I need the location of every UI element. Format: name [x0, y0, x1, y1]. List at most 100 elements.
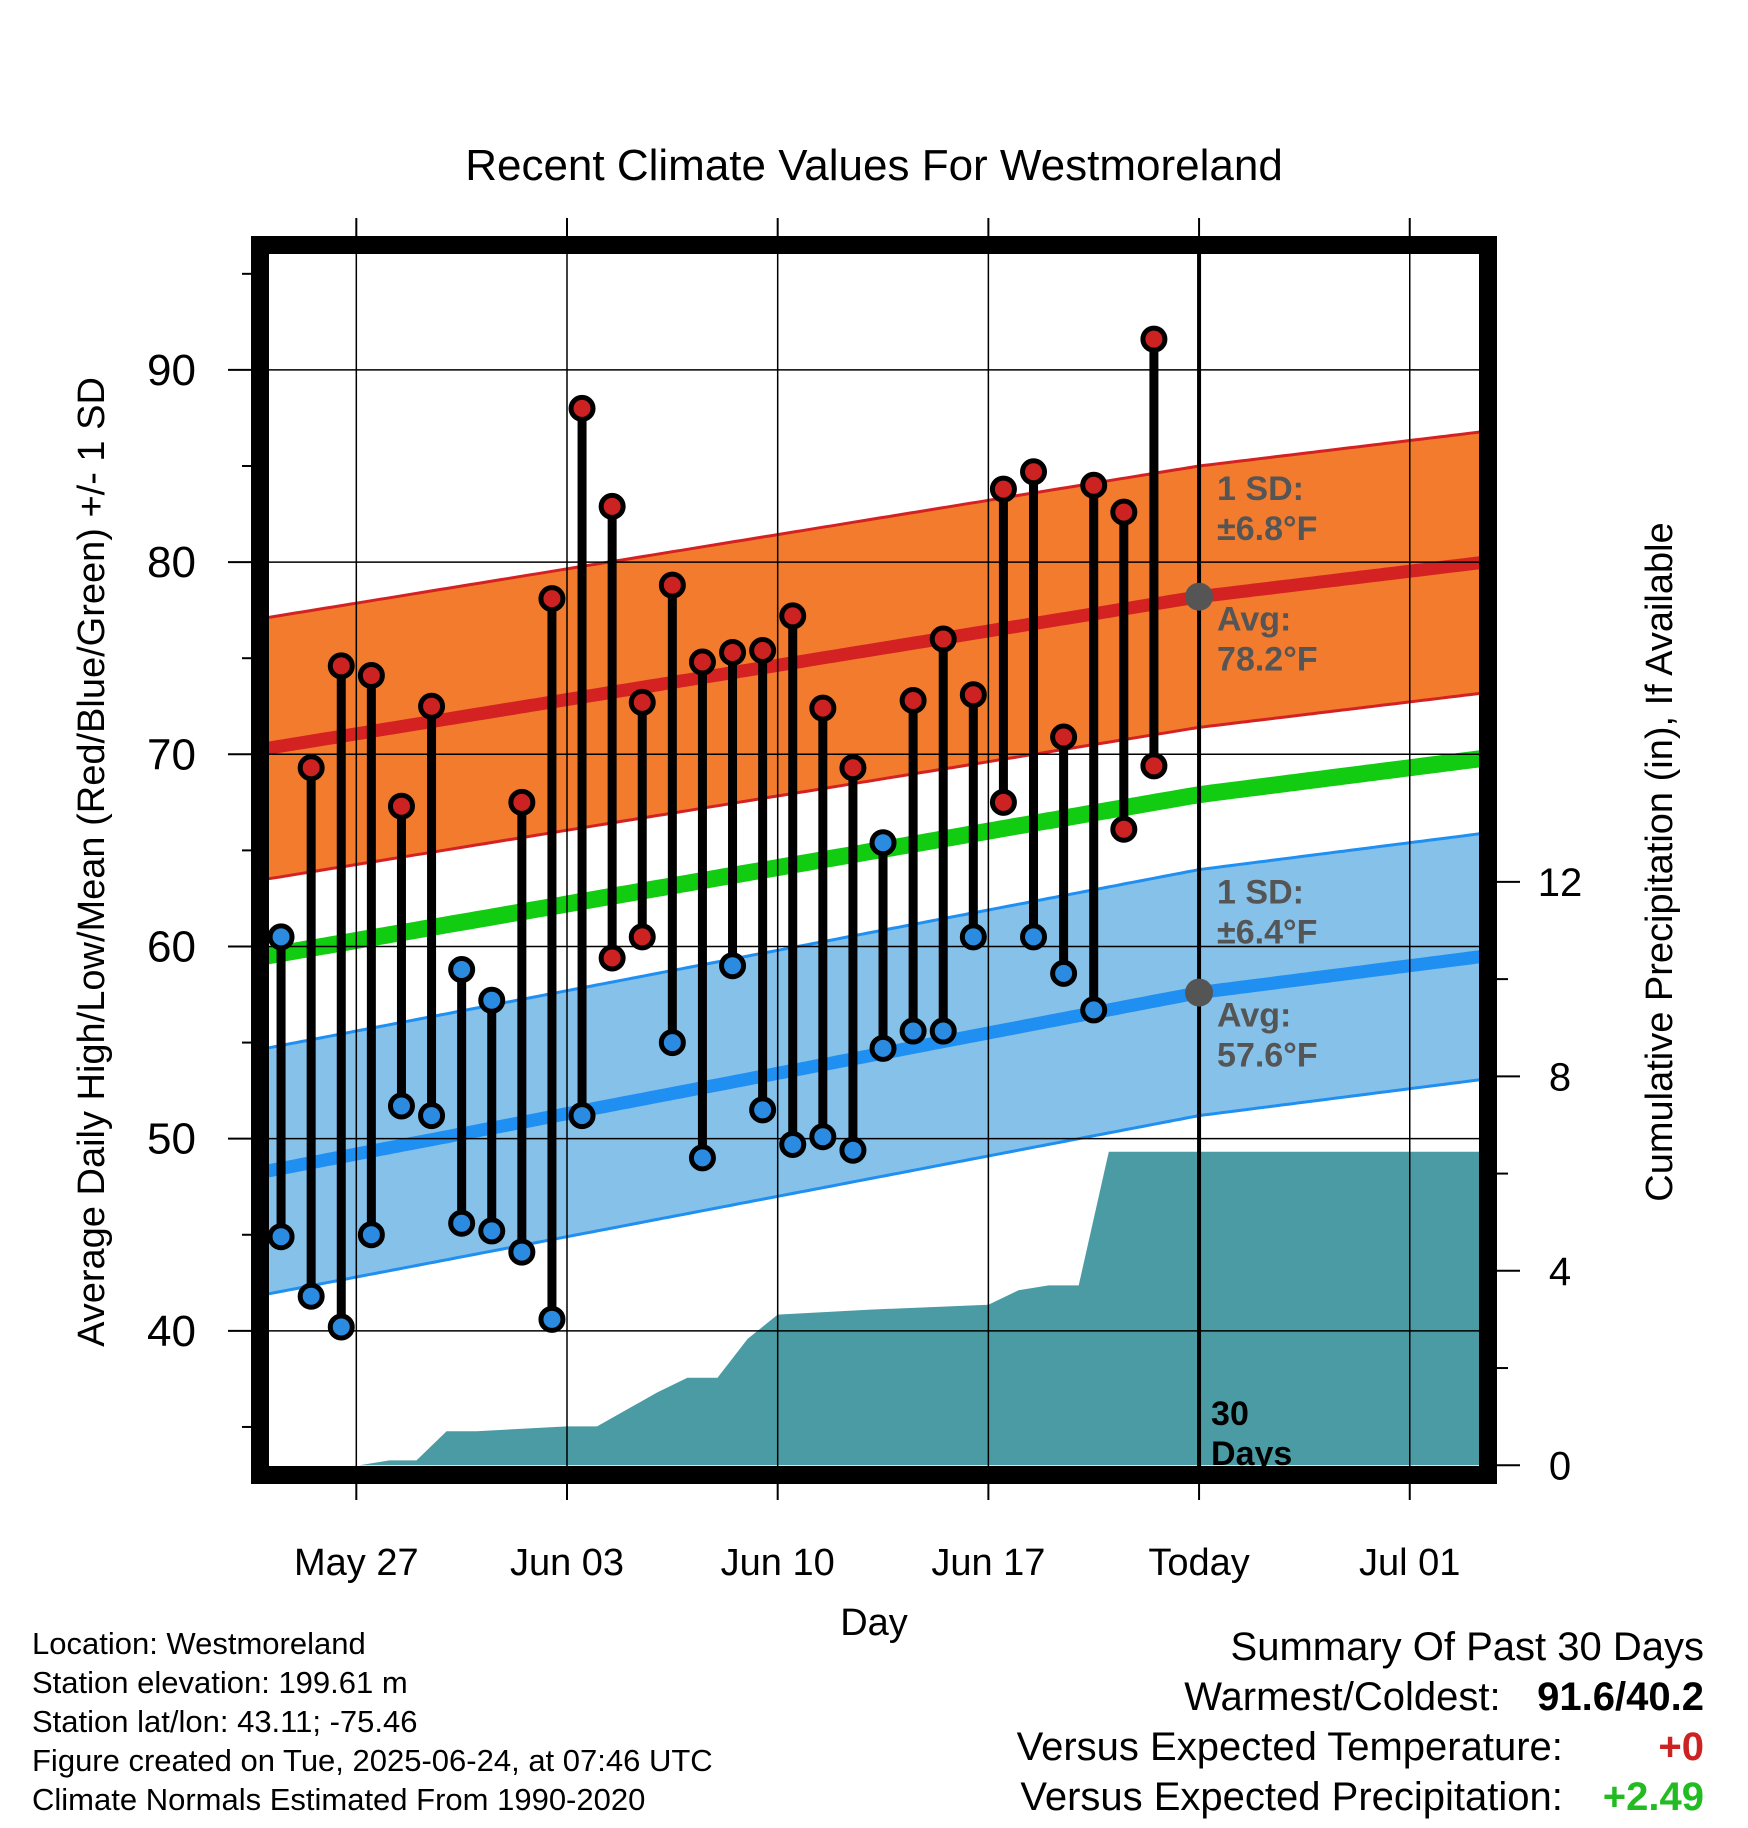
precip-label: Versus Expected Precipitation: — [1020, 1775, 1563, 1819]
daily-low-point — [869, 1034, 897, 1062]
precip-value: +2.49 — [1602, 1775, 1704, 1819]
daily-high-point — [478, 986, 506, 1014]
x-tick-label: May 27 — [294, 1542, 419, 1584]
daily-low-point — [809, 1123, 837, 1151]
daily-low-point — [598, 944, 626, 972]
daily-low-point — [1080, 996, 1108, 1024]
x-tick-label: Jul 01 — [1359, 1542, 1460, 1584]
daily-high-point — [929, 625, 957, 653]
temp-label: Versus Expected Temperature: — [1016, 1725, 1563, 1769]
daily-high-point — [839, 754, 867, 782]
summary-title: Summary Of Past 30 Days — [1230, 1625, 1704, 1669]
chart-title: Recent Climate Values For Westmoreland — [465, 141, 1283, 190]
x-tick-label: Jun 17 — [931, 1542, 1045, 1584]
daily-high-point — [568, 394, 596, 422]
y2-tick-label: 12 — [1538, 861, 1583, 905]
y-tick-label: 50 — [147, 1115, 196, 1164]
daily-low-point — [719, 952, 747, 980]
avg-high-line — [258, 555, 1489, 756]
daily-high-point — [538, 585, 566, 613]
daily-high-point — [327, 652, 355, 680]
y-tick-label: 90 — [147, 346, 196, 395]
daily-low-point — [1020, 923, 1048, 951]
daily-low-point — [538, 1305, 566, 1333]
days-count-label: 30 — [1211, 1395, 1249, 1433]
normals-text: Climate Normals Estimated From 1990-2020 — [32, 1782, 646, 1817]
high-avg-value: 78.2°F — [1217, 641, 1318, 679]
warmest-coldest-value: 91.6/40.2 — [1537, 1675, 1704, 1719]
daily-low-point — [448, 1209, 476, 1237]
daily-high-point — [1050, 723, 1078, 751]
today-high-avg-dot — [1185, 582, 1214, 611]
daily-high-point — [688, 648, 716, 676]
daily-low-point — [959, 923, 987, 951]
daily-low-point — [1050, 959, 1078, 987]
y-tick-label: 70 — [147, 730, 196, 779]
y-tick-label: 40 — [147, 1307, 196, 1356]
daily-high-point — [267, 923, 295, 951]
low-avg-label: Avg: — [1217, 997, 1291, 1035]
summary-temp-row: Versus Expected Temperature: +0 — [1017, 1722, 1704, 1772]
y2-axis-label: Cumulative Precipitation (in), If Availa… — [1639, 522, 1681, 1201]
daily-high-point — [628, 688, 656, 716]
y-axis-label: Average Daily High/Low/Mean (Red/Blue/Gr… — [71, 377, 113, 1347]
low-sd-label: 1 SD: — [1217, 874, 1304, 912]
daily-high-point — [989, 475, 1017, 503]
daily-low-point — [779, 1130, 807, 1158]
daily-high-point — [1080, 471, 1108, 499]
latlon-text: Station lat/lon: 43.11; -75.46 — [32, 1704, 418, 1739]
summary-precip-row: Versus Expected Precipitation: +2.49 — [1017, 1772, 1704, 1822]
x-tick-label: Jun 10 — [721, 1542, 835, 1584]
daily-high-point — [448, 956, 476, 984]
station-info: Location: Westmoreland Station elevation… — [32, 1624, 713, 1819]
high-sd-lower-edge — [259, 690, 1489, 882]
created-text: Figure created on Tue, 2025-06-24, at 07… — [32, 1743, 713, 1778]
daily-high-point — [598, 492, 626, 520]
daily-low-point — [418, 1102, 446, 1130]
low-sd-lower-edge — [259, 1077, 1489, 1297]
daily-high-point — [387, 792, 415, 820]
daily-high-point — [779, 602, 807, 630]
daily-low-point — [357, 1221, 385, 1249]
precip-area — [260, 1151, 1488, 1466]
daily-high-point — [508, 788, 536, 816]
location-text: Location: Westmoreland — [32, 1626, 366, 1661]
daily-low-point — [508, 1238, 536, 1266]
daily-high-point — [1140, 325, 1168, 353]
daily-low-point — [899, 1017, 927, 1045]
y-tick-label: 60 — [147, 922, 196, 971]
daily-high-point — [357, 662, 385, 689]
daily-high-point — [1110, 498, 1138, 526]
daily-high-point — [749, 637, 777, 665]
daily-low-point — [989, 788, 1017, 816]
daily-low-point — [839, 1136, 867, 1164]
high-sd-value: ±6.8°F — [1217, 510, 1317, 548]
low-avg-value: 57.6°F — [1217, 1037, 1318, 1075]
daily-low-point — [658, 1029, 686, 1057]
x-axis-label: Day — [840, 1602, 908, 1644]
summary-panel: Summary Of Past 30 Days Warmest/Coldest:… — [1017, 1622, 1704, 1822]
high-sd-label: 1 SD: — [1217, 470, 1304, 508]
today-low-avg-dot — [1185, 978, 1214, 1007]
daily-high-point — [297, 754, 325, 782]
daily-low-point — [628, 923, 656, 951]
elevation-text: Station elevation: 199.61 m — [32, 1665, 408, 1700]
x-tick-label: Jun 03 — [510, 1542, 624, 1584]
y2-tick-label: 0 — [1549, 1444, 1571, 1488]
daily-high-point — [658, 571, 686, 599]
daily-low-point — [387, 1092, 415, 1120]
high-sd-upper-edge — [259, 429, 1489, 621]
y2-tick-label: 8 — [1549, 1055, 1571, 1099]
daily-high-point — [1020, 458, 1048, 486]
daily-low-point — [688, 1144, 716, 1172]
daily-high-point — [719, 638, 747, 666]
temp-value: +0 — [1658, 1725, 1704, 1769]
plot-frame — [251, 236, 1497, 1484]
summary-warmest-row: Warmest/Coldest: 91.6/40.2 — [1017, 1672, 1704, 1722]
daily-low-point — [327, 1313, 355, 1341]
x-tick-label: Today — [1148, 1542, 1249, 1584]
daily-high-point — [809, 694, 837, 722]
daily-high-point — [418, 692, 446, 720]
y-tick-label: 80 — [147, 538, 196, 587]
